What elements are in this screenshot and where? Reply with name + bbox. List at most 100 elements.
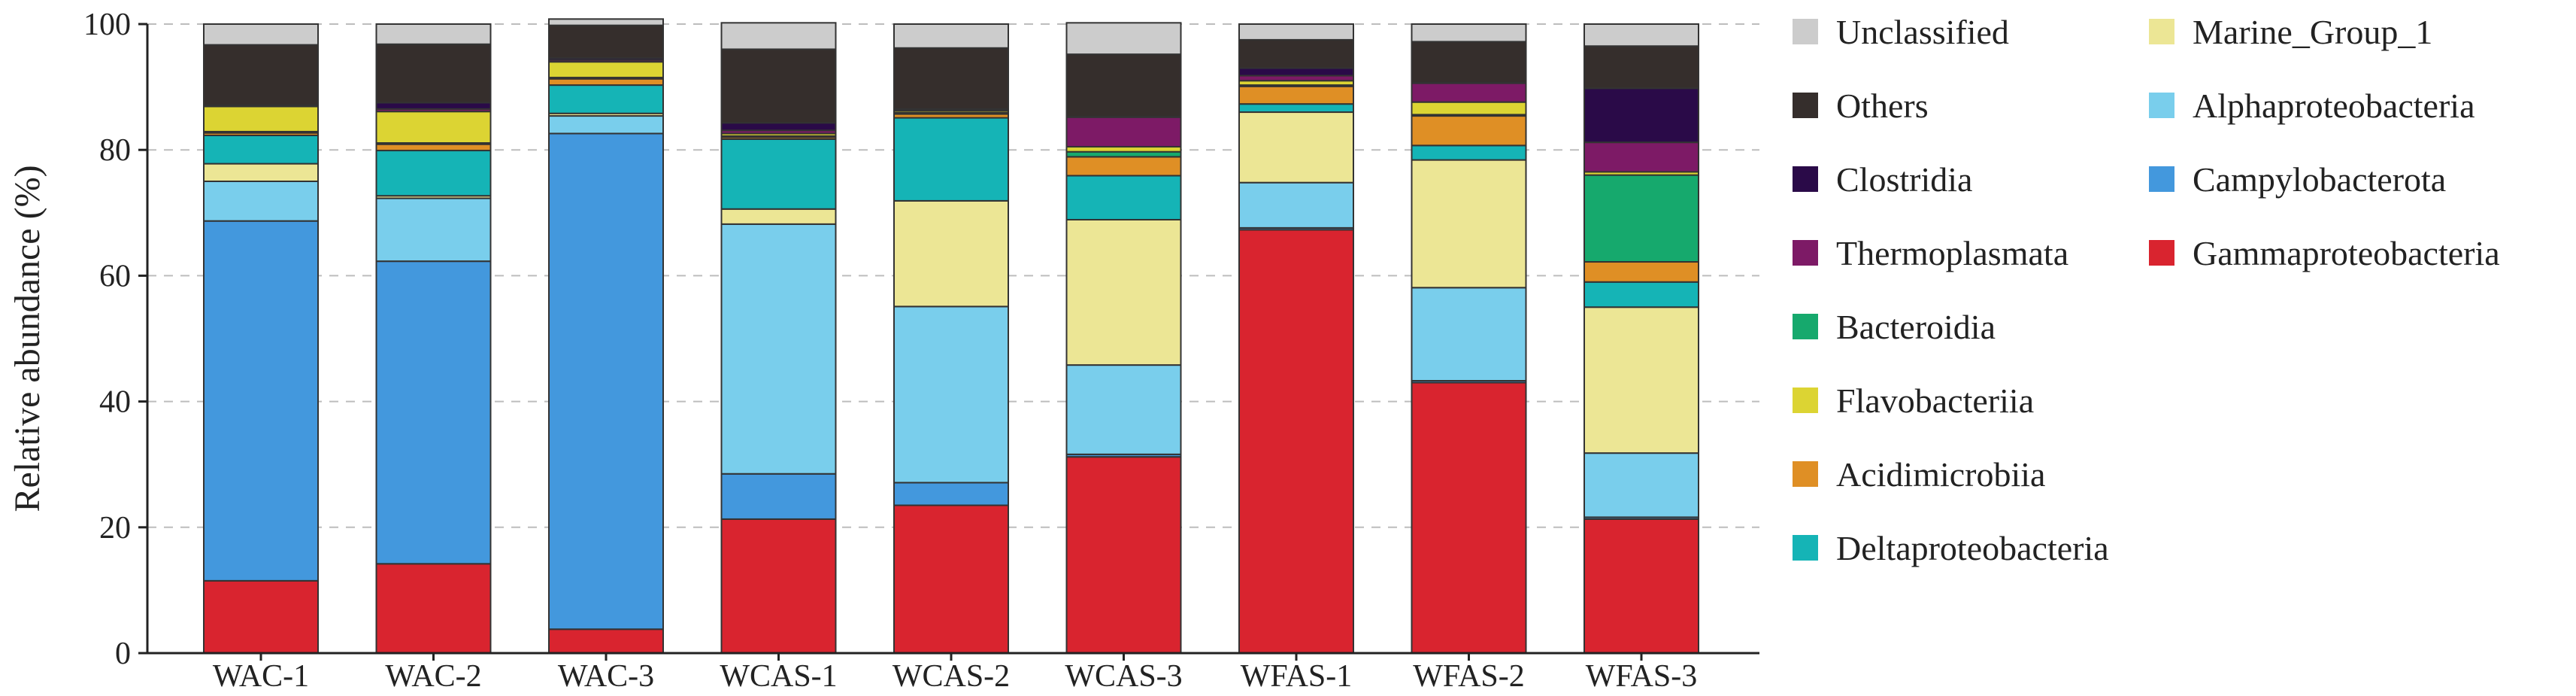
bar-segment-deltaproteobacteria — [1411, 144, 1527, 161]
legend-label: Gammaproteobacteria — [2193, 234, 2500, 272]
bar-segment-others — [203, 44, 319, 106]
legend: Unclassified Others Clostridia Thermoplasma… — [1793, 13, 2500, 567]
y-tick-label: 60 — [99, 259, 131, 293]
bar-segment-unclassified — [1065, 22, 1182, 56]
bar-segment-thermoplasmata — [1238, 74, 1354, 82]
bar-segment-deltaproteobacteria — [1583, 281, 1699, 308]
bar-stack-wfas-2 — [1411, 23, 1527, 654]
legend-swatch — [1793, 461, 1818, 487]
x-category-labels: WAC-1 WAC-2 WAC-3 WCAS-1 WCAS-2 WCAS-3 WFAS-1 W… — [213, 653, 1697, 694]
bar-segment-flavobacteriia — [548, 61, 664, 79]
legend-label: Acidimicrobiia — [1836, 455, 2045, 494]
bar-segment-acidimicrobiia — [1238, 85, 1354, 105]
bar-stack-wac-2 — [375, 23, 492, 655]
legend-label: Deltaproteobacteria — [1836, 529, 2109, 567]
bar-segment-campylobacterota — [375, 260, 492, 565]
bar-segment-deltaproteobacteria — [720, 138, 837, 210]
legend-swatch — [1793, 535, 1818, 561]
legend-label: Unclassified — [1836, 13, 2009, 51]
legend-swatch — [2149, 240, 2174, 266]
bar-segment-acidimicrobiia — [548, 78, 664, 87]
legend-item-deltaproteobacteria: Deltaproteobacteria — [1793, 529, 2109, 567]
legend-item-bacteroidia: Bacteroidia — [1793, 308, 1996, 346]
bar-segment-gammaproteobacteria — [720, 518, 837, 654]
y-tick-label: 0 — [115, 637, 131, 671]
bar-segment-gammaproteobacteria — [1238, 229, 1354, 654]
legend-item-alphaproteobacteria: Alphaproteobacteria — [2149, 87, 2474, 125]
bar-segment-deltaproteobacteria — [893, 117, 1009, 202]
legend-item-acidimicrobiia: Acidimicrobiia — [1793, 455, 2045, 494]
legend-item-flavobacteriia: Flavobacteriia — [1793, 381, 2034, 420]
bar-segment-others — [1238, 38, 1354, 69]
x-category-label: WCAS-1 — [720, 659, 837, 694]
x-category-label: WAC-1 — [213, 659, 309, 694]
bar-segment-alphaproteobacteria — [1065, 364, 1182, 455]
legend-item-thermoplasmata: Thermoplasmata — [1793, 234, 2068, 272]
bar-segment-flavobacteriia — [203, 105, 319, 132]
bar-segment-clostridia — [1238, 67, 1354, 77]
bar-segment-campylobacterota — [720, 473, 837, 520]
y-tick-label: 100 — [83, 8, 131, 42]
bar-stack-wcas-1 — [720, 22, 837, 654]
bar-segment-campylobacterota — [203, 220, 319, 582]
bar-segment-flavobacteriia — [375, 111, 492, 144]
bar-segment-others — [720, 48, 837, 124]
bars — [203, 18, 1699, 655]
bar-segment-marine-group-1 — [1065, 218, 1182, 366]
legend-swatch — [1793, 314, 1818, 339]
y-tick-label: 40 — [99, 385, 131, 420]
bar-segment-deltaproteobacteria — [548, 84, 664, 114]
bar-segment-alphaproteobacteria — [548, 115, 664, 135]
legend-item-others: Others — [1793, 87, 1929, 125]
bar-segment-unclassified — [375, 23, 492, 45]
bar-segment-unclassified — [548, 18, 664, 26]
bar-segment-unclassified — [893, 23, 1009, 49]
bar-segment-others — [1065, 53, 1182, 117]
bar-stack-wfas-1 — [1238, 23, 1354, 654]
bar-segment-alphaproteobacteria — [1411, 287, 1527, 382]
bar-segment-alphaproteobacteria — [1583, 452, 1699, 518]
legend-item-clostridia: Clostridia — [1793, 160, 1972, 199]
bar-segment-deltaproteobacteria — [1065, 175, 1182, 220]
x-category-label: WCAS-2 — [893, 659, 1010, 694]
bar-stack-wcas-3 — [1065, 22, 1182, 655]
legend-label: Bacteroidia — [1836, 308, 1996, 346]
bar-segment-deltaproteobacteria — [375, 150, 492, 197]
bar-segment-marine-group-1 — [1411, 159, 1527, 289]
bar-segment-gammaproteobacteria — [1065, 456, 1182, 655]
legend-item-campylobacterota: Campylobacterota — [2149, 160, 2446, 199]
x-category-label: WFAS-1 — [1241, 659, 1353, 694]
legend-label: Marine_Group_1 — [2193, 13, 2432, 51]
y-tick-label: 80 — [99, 133, 131, 168]
legend-label: Thermoplasmata — [1836, 234, 2068, 272]
x-category-label: WCAS-3 — [1065, 659, 1182, 694]
bar-segment-acidimicrobiia — [1583, 261, 1699, 283]
legend-label: Flavobacteriia — [1836, 381, 2034, 420]
legend-swatch — [1793, 240, 1818, 266]
bar-segment-gammaproteobacteria — [1411, 381, 1527, 654]
legend-swatch — [1793, 166, 1818, 192]
bar-segment-acidimicrobiia — [375, 143, 492, 152]
bar-segment-thermoplasmata — [1583, 141, 1699, 173]
legend-label: Clostridia — [1836, 160, 1972, 199]
bar-stack-wac-1 — [203, 23, 319, 654]
bar-segment-acidimicrobiia — [1065, 156, 1182, 177]
x-category-label: WFAS-2 — [1413, 659, 1525, 694]
legend-swatch — [2149, 93, 2174, 118]
legend-label: Campylobacterota — [2193, 160, 2446, 199]
bar-segment-unclassified — [720, 22, 837, 50]
bar-segment-marine-group-1 — [1238, 111, 1354, 184]
bar-segment-deltaproteobacteria — [1238, 103, 1354, 114]
bar-segment-acidimicrobiia — [1411, 115, 1527, 147]
bar-segment-gammaproteobacteria — [375, 563, 492, 655]
legend-swatch — [1793, 19, 1818, 44]
bar-segment-unclassified — [1583, 23, 1699, 47]
bar-segment-clostridia — [1583, 87, 1699, 144]
legend-label: Alphaproteobacteria — [2193, 87, 2474, 125]
bar-segment-gammaproteobacteria — [548, 628, 664, 654]
bar-segment-others — [893, 47, 1009, 110]
y-ticks: 0 20 40 60 80 100 — [83, 8, 147, 671]
bar-segment-bacteroidia — [1583, 174, 1699, 263]
bar-segment-thermoplasmata — [1065, 116, 1182, 148]
bar-segment-alphaproteobacteria — [893, 305, 1009, 484]
